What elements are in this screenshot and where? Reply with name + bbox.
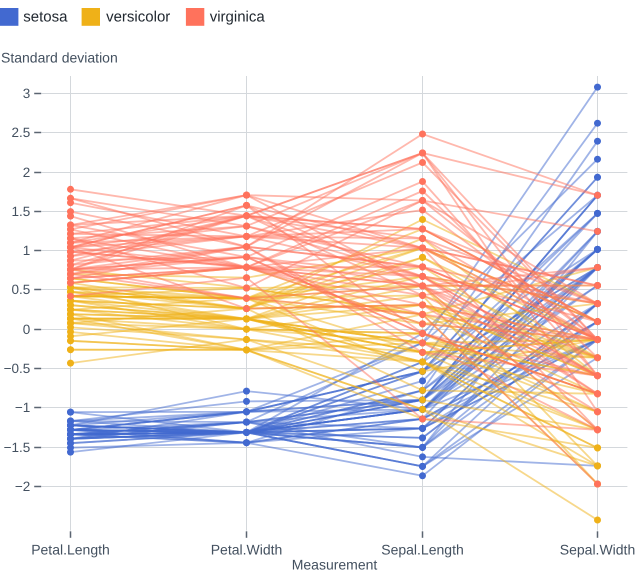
svg-text:2: 2 [23, 165, 31, 180]
svg-text:Standard deviation: Standard deviation [1, 50, 118, 66]
svg-text:−0.5: −0.5 [4, 361, 31, 376]
svg-text:−1: −1 [15, 400, 30, 415]
svg-text:Sepal.Length: Sepal.Length [381, 542, 464, 558]
svg-text:0.5: 0.5 [12, 282, 31, 297]
svg-text:setosa: setosa [23, 9, 68, 26]
svg-text:−2: −2 [15, 479, 30, 494]
svg-text:Petal.Width: Petal.Width [211, 542, 283, 558]
svg-text:1.5: 1.5 [12, 204, 31, 219]
svg-text:2.5: 2.5 [12, 125, 31, 140]
svg-text:1: 1 [23, 243, 31, 258]
svg-text:Sepal.Width: Sepal.Width [560, 542, 635, 558]
svg-text:0: 0 [23, 322, 31, 337]
svg-text:Petal.Length: Petal.Length [31, 542, 110, 558]
svg-text:3: 3 [23, 86, 31, 101]
svg-text:virginica: virginica [210, 9, 266, 26]
svg-text:Measurement: Measurement [292, 557, 378, 573]
svg-text:−1.5: −1.5 [4, 440, 31, 455]
svg-text:versicolor: versicolor [106, 9, 170, 26]
